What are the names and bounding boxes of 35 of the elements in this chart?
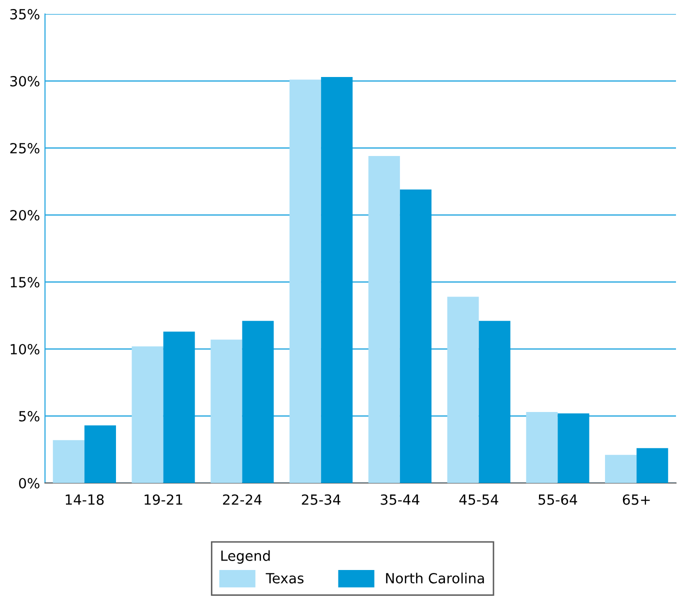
y-tick-label: 35% — [10, 8, 40, 20]
legend-label: Texas — [266, 573, 304, 584]
y-tick-label: 5% — [19, 410, 40, 422]
bar — [210, 340, 242, 483]
x-tick-label: 45-54 — [459, 494, 498, 505]
bar — [447, 296, 479, 483]
bar — [163, 332, 195, 483]
y-tick-label: 10% — [10, 344, 40, 354]
y-tick-label: 20% — [10, 210, 40, 220]
bar — [132, 346, 164, 483]
x-tick-label: 22-24 — [223, 494, 262, 505]
bar — [558, 413, 590, 483]
y-tick-label: 30% — [10, 76, 40, 86]
bar — [636, 448, 668, 483]
bar — [321, 76, 353, 483]
bar — [368, 156, 400, 483]
x-tick-label: 19-21 — [144, 494, 182, 505]
x-tick-label: 55-64 — [538, 494, 578, 505]
bar — [478, 320, 510, 483]
x-tick-label: 25-34 — [302, 494, 340, 505]
bar — [400, 190, 432, 483]
bar — [526, 412, 558, 483]
legend-label: North Carolina — [386, 572, 484, 584]
x-tick-label: 35-44 — [380, 494, 420, 505]
y-tick-label: 0% — [19, 478, 40, 488]
y-tick-label: 25% — [10, 142, 40, 154]
x-tick-label: 65+ — [622, 494, 650, 505]
bar — [52, 440, 84, 483]
legend-title: Legend — [221, 550, 270, 564]
bar — [84, 425, 116, 483]
bar — [242, 320, 274, 483]
bar — [605, 454, 637, 483]
bar — [290, 80, 322, 483]
x-tick-label: 14-18 — [66, 494, 104, 505]
y-tick-label: 15% — [10, 276, 40, 288]
